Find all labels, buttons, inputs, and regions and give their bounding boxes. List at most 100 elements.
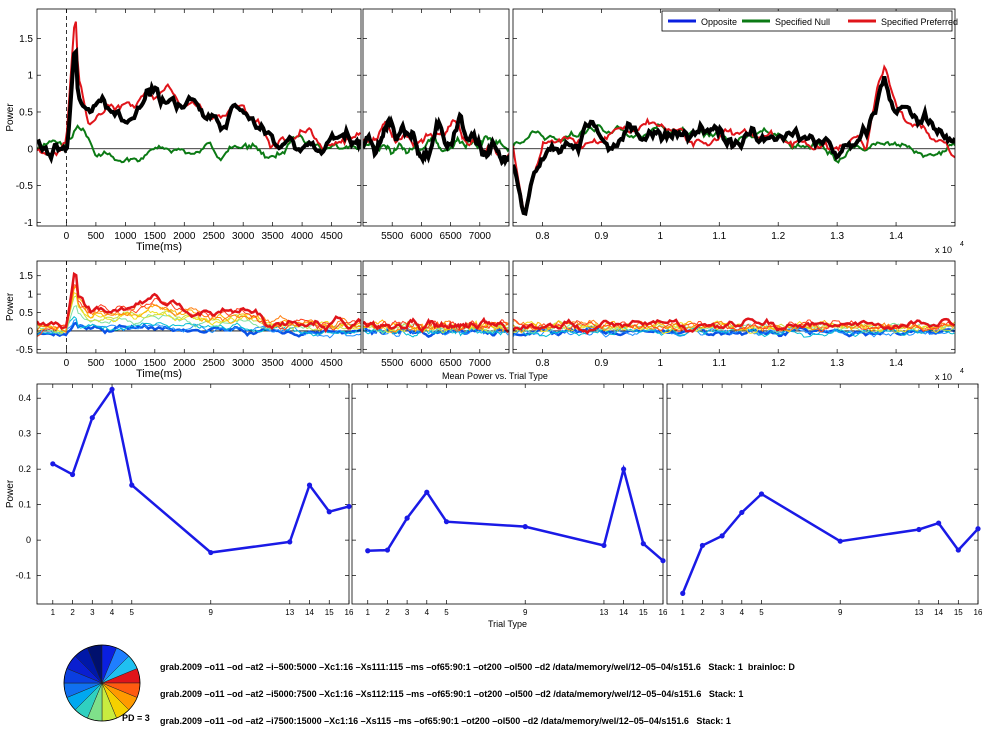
data-point [955,547,961,553]
x-tick-label: 9 [209,608,214,617]
data-point [109,386,115,392]
x-tick-label: 2 [385,608,390,617]
x-tick-label: 16 [345,608,354,617]
x-tick-label: 16 [659,608,668,617]
y-tick-label: 0 [27,144,33,155]
series-line-specified-null [363,134,509,156]
color-wheel: PD = 3 [63,644,150,723]
y-tick-label: 1 [27,290,33,301]
x-tick-label: 4 [110,608,115,617]
x-tick-label: 500 [88,231,105,242]
y-tick-label: 1.5 [19,34,33,45]
x-tick-label: 0.8 [536,231,550,242]
y-tick-label: 1 [27,71,33,82]
y-axis-label: Power [5,479,16,508]
x-tick-label: 5 [444,608,449,617]
x-tick-label: 1500 [144,231,167,242]
x-exponent-power: 4 [960,241,964,248]
x-tick-label: 5500 [381,358,404,369]
x-tick-label: 1.1 [712,231,726,242]
x-tick-label: 9 [523,608,528,617]
x-tick-label: 0 [64,358,70,369]
y-tick-label: 0.1 [18,500,31,510]
x-tick-label: 2000 [173,231,196,242]
data-point [69,471,76,478]
data-point [326,509,332,515]
data-point [621,466,627,472]
data-point [365,548,371,554]
trial-type-trace [513,325,955,338]
panel-border [666,383,979,605]
trial-type-trace [37,284,361,338]
x-tick-label: 6000 [410,358,433,369]
x-tick-label: 1 [658,231,664,242]
trial-series-line [367,464,664,562]
x-axis-label: Time(ms) [136,241,182,253]
panel-border [36,8,362,227]
x-tick-label: 4500 [320,231,343,242]
panel-border [362,8,510,227]
x-tick-label: 9 [838,608,843,617]
panel-background [363,261,509,353]
x-tick-label: 1 [51,608,56,617]
trace-group [363,111,509,168]
x-tick-label: 2500 [203,231,226,242]
x-tick-label: 0.9 [594,358,608,369]
trial-type-trace [37,316,361,337]
x-tick-label: 0.9 [594,231,608,242]
trial-series-line [681,492,979,594]
y-tick-label: 0 [27,326,33,337]
data-point [306,482,313,488]
x-tick-label: 1 [366,608,371,617]
x-tick-label: 4000 [291,358,314,369]
mean-power-line [513,75,955,217]
x-tick-label: 15 [954,608,963,617]
trial-type-trace [363,316,509,334]
x-tick-label: 1.4 [889,231,903,242]
x-tick-label: 1.4 [889,358,903,369]
x-tick-label: 4500 [320,358,343,369]
panel-border [512,260,956,354]
x-tick-label: 4 [425,608,430,617]
data-point [129,482,135,488]
x-tick-label: 3 [405,608,410,617]
y-tick-label: 0.3 [18,429,31,439]
x-tick-label: 14 [934,608,943,617]
trial-type-trace [363,326,509,337]
legend-label: Specified Preferred [881,17,958,27]
data-point [975,526,981,532]
data-point [384,547,391,553]
series-line-specified-null [37,124,361,164]
x-tick-label: 1000 [114,358,137,369]
x-axis-label: Trial Type [488,619,527,629]
y-tick-label: 0.2 [18,464,31,474]
x-tick-label: 5 [759,608,764,617]
y-axis-label: Power [5,292,16,321]
x-tick-label: 1.3 [830,358,844,369]
x-exponent-label: x 10 [935,245,952,255]
command-lines: grab.2009 –o11 –od –at2 –i–500:5000 –Xc1… [160,645,795,735]
data-point [916,526,922,533]
trial-panel-2 [351,383,666,605]
legend-box [661,10,953,32]
color-wheel-outline [63,644,141,722]
panel-background [37,9,361,226]
data-point [522,524,528,530]
y-tick-label: -0.5 [16,181,34,192]
x-tick-label: 6500 [439,358,462,369]
command-line: grab.2009 –o11 –od –at2 –i7500:15000 –Xc… [160,716,731,726]
y-tick-label: 1.5 [19,271,33,282]
trial-panel-1 [36,383,352,605]
panel-border [351,383,664,605]
x-tick-label: 2000 [173,358,196,369]
x-tick-label: 7000 [469,358,492,369]
panel-background [363,9,509,226]
data-point [424,489,430,495]
x-tick-label: 3 [90,608,95,617]
data-point [50,461,56,467]
trace-group [37,9,361,226]
y-tick-label: -0.1 [15,571,31,581]
x-tick-label: 4 [740,608,745,617]
y-tick-label: -0.5 [16,345,34,356]
x-tick-label: 15 [639,608,648,617]
